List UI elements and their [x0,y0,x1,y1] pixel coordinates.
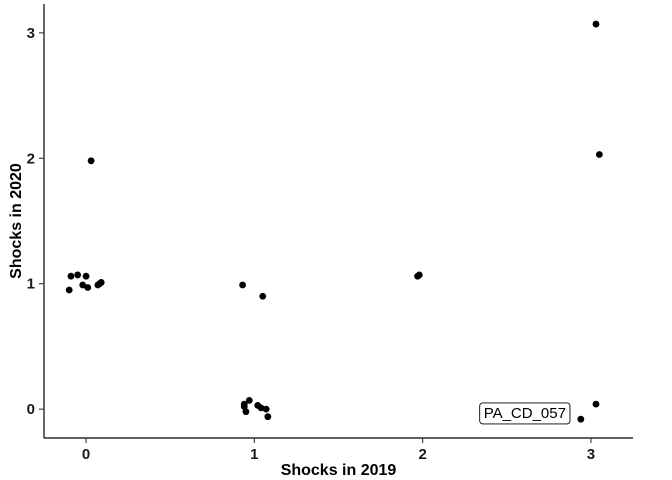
point-label: PA_CD_057 [479,402,571,425]
data-point [259,292,267,300]
y-axis-ticks: 0 1 2 3 [27,25,44,418]
y-axis-title: Shocks in 2020 [8,163,25,279]
data-point [592,20,600,28]
y-tick-label: 0 [27,401,35,418]
data-point [82,272,90,280]
data-point [74,271,82,279]
data-point [595,151,603,158]
point-label-box [479,402,571,425]
data-point [242,408,250,416]
y-tick-label: 1 [27,276,35,293]
annotations: PA_CD_057 [479,402,571,425]
data-point [84,284,92,291]
data-point [245,396,253,404]
x-axis-ticks: 0 1 2 3 [82,438,595,463]
data-point [239,281,246,289]
data-point [262,405,270,413]
data-point [592,400,600,408]
data-point [87,157,95,165]
x-tick-label: 0 [82,446,90,463]
data-points [65,20,603,423]
data-point [415,271,423,279]
data-point [97,279,105,286]
x-tick-label: 3 [587,446,595,463]
data-point [67,272,75,280]
x-axis-title: Shocks in 2019 [281,462,397,479]
x-tick-label: 2 [418,446,426,463]
data-point [264,413,272,421]
data-point [577,415,585,423]
data-point [79,281,87,289]
point-label-text: PA_CD_057 [484,405,566,422]
y-tick-label: 3 [27,25,35,42]
data-point [65,286,73,294]
y-tick-label: 2 [27,150,35,167]
x-tick-label: 1 [250,446,258,463]
